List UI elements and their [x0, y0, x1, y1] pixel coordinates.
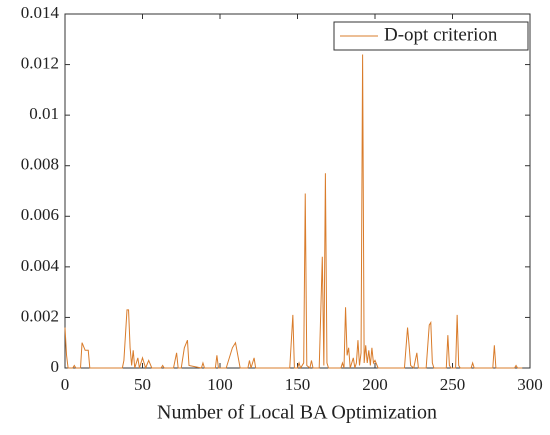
- x-tick-label: 0: [61, 375, 70, 394]
- y-tick-label: 0.01: [29, 104, 59, 123]
- y-tick-label: 0.014: [21, 3, 60, 22]
- x-tick-label: 200: [362, 375, 388, 394]
- x-tick-label: 50: [134, 375, 151, 394]
- legend-label: D-opt criterion: [384, 24, 498, 45]
- x-tick-label: 300: [517, 375, 543, 394]
- y-tick-label: 0.002: [21, 306, 59, 325]
- x-tick-label: 150: [285, 375, 311, 394]
- y-tick-label: 0.006: [21, 205, 59, 224]
- x-axis-label: Number of Local BA Optimization: [157, 402, 437, 424]
- x-tick-label: 250: [440, 375, 466, 394]
- y-tick-label: 0.012: [21, 53, 59, 72]
- y-tick-label: 0: [51, 357, 60, 376]
- data-line: [64, 54, 523, 370]
- plot-frame: [64, 13, 531, 369]
- x-tick-label: 100: [207, 375, 233, 394]
- y-tick-label: 0.008: [21, 155, 59, 174]
- y-tick-label: 0.004: [21, 256, 60, 275]
